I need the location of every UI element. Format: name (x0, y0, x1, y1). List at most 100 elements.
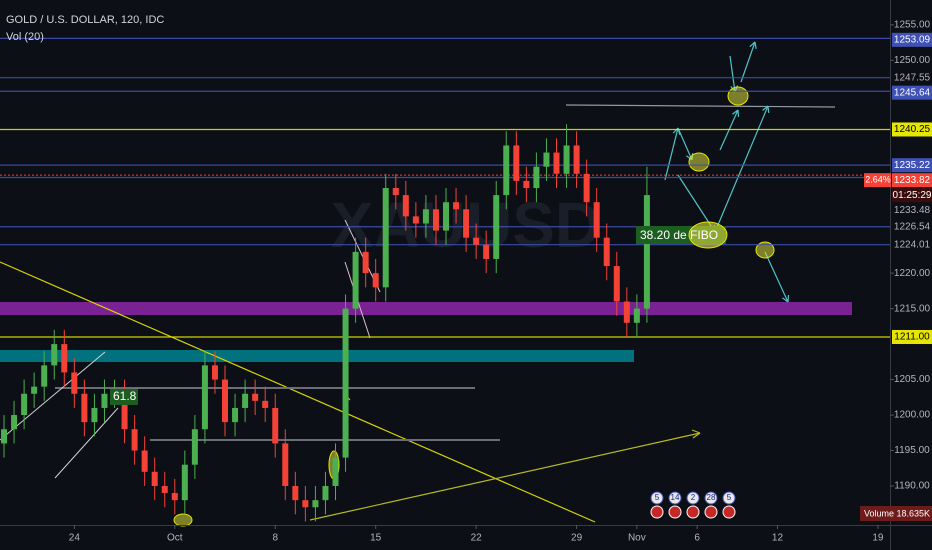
volume-label: Volume (864, 508, 894, 518)
projection-arrow (664, 127, 679, 181)
candle-body (322, 485, 329, 501)
y-tick-label: 1205.00 (894, 374, 931, 385)
candle-body (382, 188, 389, 288)
annotation-box (110, 389, 138, 405)
level-price-label: 1245.64 (894, 87, 931, 98)
event-badge (722, 491, 736, 505)
price-box (892, 173, 932, 188)
candle-body (51, 344, 58, 366)
candle-body (31, 386, 38, 394)
candle-body (503, 145, 510, 196)
level-price-label: 1233.48 (894, 205, 931, 216)
event-badge (668, 491, 682, 505)
level-price-label: 1240.25 (894, 124, 931, 135)
candle-body (252, 393, 259, 401)
candle-body (563, 145, 570, 174)
candle-body (131, 429, 138, 451)
y-tick-label: 1220.00 (894, 268, 931, 279)
x-tick-label: 19 (872, 533, 884, 544)
volume-value: 18.635K (896, 508, 930, 518)
event-badge (686, 491, 700, 505)
trend-line (309, 432, 701, 521)
annotation-label: 38.20 de FIBO (640, 228, 718, 242)
candle-body (523, 180, 530, 189)
price-box (892, 158, 932, 173)
candle-body (493, 195, 500, 259)
candle-body (151, 471, 158, 486)
candle-body (1, 429, 8, 444)
candle-body (392, 188, 399, 196)
highlight-circle (173, 513, 193, 527)
candle-body (201, 365, 208, 430)
arrow-head (691, 429, 701, 434)
candle-body (543, 152, 550, 167)
x-tick-label: 6 (694, 533, 700, 544)
y-tick-label: 1255.00 (894, 19, 931, 30)
candle-body (332, 457, 339, 486)
x-tick-label: 8 (272, 533, 278, 544)
support-zone (0, 350, 634, 362)
y-tick-label: 1200.00 (894, 410, 931, 421)
volume-box (860, 506, 932, 521)
candle-body (81, 393, 88, 423)
candle-body (483, 244, 490, 259)
price-box (892, 329, 932, 344)
x-tick-label: 15 (370, 533, 382, 544)
candle-body (171, 493, 178, 501)
candle-body (593, 202, 600, 238)
arrow-head (737, 109, 740, 118)
projection-arrow (714, 105, 769, 233)
x-tick-label: Oct (167, 533, 183, 544)
level-price-label: 1211.00 (894, 332, 930, 343)
candle-body (583, 173, 590, 203)
supply-zone (0, 302, 852, 315)
candle-body (302, 500, 309, 508)
arrow-head (692, 432, 701, 439)
event-flag (650, 505, 664, 519)
candle-body (422, 209, 429, 224)
candle-body (352, 251, 359, 309)
x-tick-label: 12 (772, 533, 784, 544)
candle-body (11, 415, 18, 430)
candle-body (71, 372, 78, 394)
last-price-label: 1233.82 (894, 175, 931, 186)
candle-body (161, 485, 168, 494)
event-badge (650, 491, 664, 505)
candle-body (292, 485, 299, 501)
projection-arrow (740, 41, 756, 83)
y-tick-label: 1190.00 (894, 481, 930, 492)
candle-body (141, 450, 148, 472)
candle-body (342, 308, 349, 458)
highlight-circle (688, 152, 710, 172)
candle-body (312, 500, 319, 508)
event-badge-label: 5 (655, 493, 660, 502)
y-tick-label: 1195.00 (894, 445, 930, 456)
candle-body (533, 166, 540, 189)
event-flag (704, 505, 718, 519)
candle-body (463, 209, 470, 238)
price-box (892, 122, 932, 137)
channel-line (54, 407, 119, 479)
event-badge-label: 14 (671, 493, 680, 502)
candle-body (372, 273, 379, 288)
arrow-head (762, 105, 769, 111)
candle-body (222, 379, 229, 423)
candle-body (623, 301, 630, 323)
arrow-head (732, 109, 739, 115)
projection-arrow (677, 127, 693, 161)
candle-body (282, 443, 289, 486)
event-flag (668, 505, 682, 519)
candle-body (21, 393, 28, 416)
candle-body (643, 195, 650, 309)
event-flag (722, 505, 736, 519)
annotation-label: 61.8 (113, 389, 137, 403)
arrow-head (767, 105, 770, 114)
level-price-label: 1253.09 (894, 34, 931, 45)
candle-body (41, 365, 48, 387)
candle-body (573, 145, 580, 174)
candle-body (232, 407, 239, 423)
highlight-circle (688, 221, 728, 249)
candle-body (453, 202, 460, 210)
